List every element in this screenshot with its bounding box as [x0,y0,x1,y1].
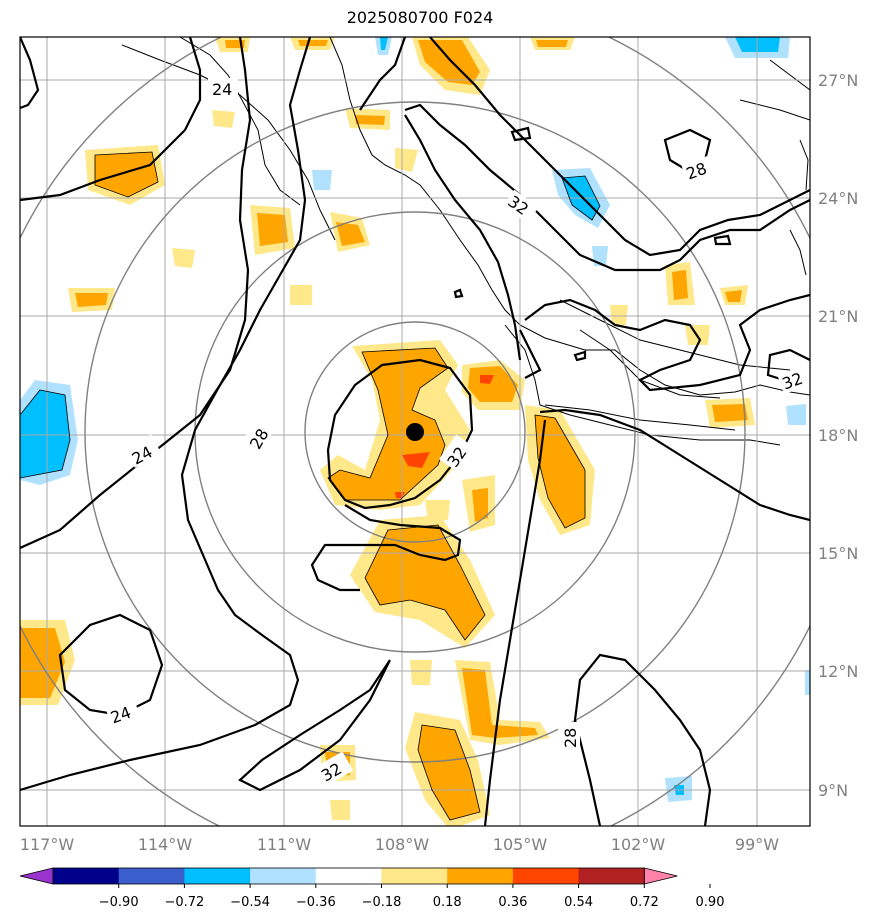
lon-label: 117°W [20,835,75,854]
colorbar-segment [184,868,251,884]
lon-label: 111°W [257,835,312,854]
colorbar-extend-high [643,867,678,885]
colorbar-segment [578,868,645,884]
colorbar-tick-label: 0.54 [564,895,593,910]
colorbar-extend-low [19,867,54,885]
colorbar-tick-label: 0.90 [696,895,725,910]
lon-label: 108°W [375,835,430,854]
colorbar-tick-label: 0.36 [498,895,527,910]
colorbar: −0.90 −0.72 −0.54 −0.36 −0.18 0.18 0.36 0.54 0.7… [19,867,725,910]
contour-label: 24 [212,80,232,99]
lat-label: 18°N [818,426,858,445]
lat-label: 12°N [818,662,858,681]
colorbar-tick-label: −0.72 [164,895,204,910]
longitude-labels: 117°W 114°W 111°W 108°W 105°W 102°W 99°W [20,835,779,854]
colorbar-segment [53,868,120,884]
lon-label: 114°W [138,835,193,854]
colorbar-segment [250,868,317,884]
colorbar-segment [447,868,514,884]
contour-label: 28 [561,728,580,748]
lon-label: 105°W [493,835,548,854]
colorbar-segment [381,868,448,884]
lat-label: 27°N [818,71,858,90]
colorbar-segment [315,868,382,884]
lat-label: 9°N [818,781,848,800]
contour-labels: 24 24 28 32 32 28 32 24 28 32 [105,78,813,787]
colorbar-segment [118,868,185,884]
lat-label: 15°N [818,544,858,563]
storm-center-marker [406,423,424,441]
colorbar-tick-label: 0.18 [433,895,462,910]
colorbar-tick-label: −0.54 [230,895,270,910]
colorbar-tick-label: −0.90 [99,895,139,910]
map-title: 2025080700 F024 [346,8,494,27]
lat-label: 21°N [818,307,858,326]
map-frame [19,36,811,827]
colorbar-tick-label: 0.72 [630,895,659,910]
lon-label: 102°W [611,835,666,854]
colorbar-segment [512,868,580,884]
shaded-field [20,37,810,826]
colorbar-tick-label: −0.18 [362,895,402,910]
colorbar-tick-label: −0.36 [296,895,336,910]
colorbar-outline [52,867,645,885]
shading-outlines [20,151,601,821]
lat-label: 24°N [818,189,858,208]
latitude-labels: 27°N 24°N 21°N 18°N 15°N 12°N 9°N [818,71,858,800]
contours [20,37,810,826]
lon-label: 99°W [735,835,779,854]
